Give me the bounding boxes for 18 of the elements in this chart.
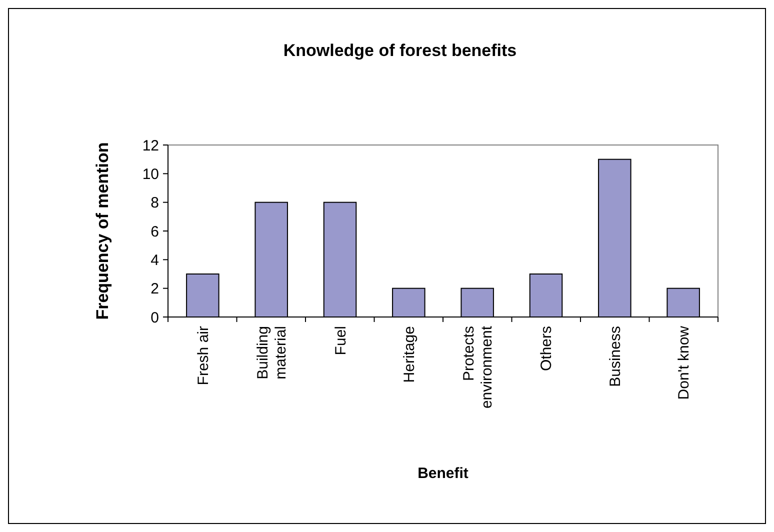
x-tick-label: Protects environment xyxy=(460,325,496,409)
y-tick-label: 0 xyxy=(150,309,159,326)
x-tick-label: Business xyxy=(606,326,624,387)
x-axis-title: Benefit xyxy=(418,465,468,482)
y-axis-title: Frequency of mention xyxy=(93,142,112,320)
y-tick-label: 6 xyxy=(150,223,159,240)
y-tick-label: 4 xyxy=(150,252,159,269)
y-tick-label: 2 xyxy=(150,280,159,298)
x-tick-label: Others xyxy=(538,326,556,372)
chart-title: Knowledge of forest benefits xyxy=(283,41,517,60)
y-tick-label: 10 xyxy=(142,166,159,183)
x-tick-label: Heritage xyxy=(400,326,418,383)
x-tick-label: Fresh air xyxy=(194,326,212,386)
y-tick-label: 12 xyxy=(142,137,159,154)
x-tick-label: Building material xyxy=(254,326,290,380)
y-tick-label: 8 xyxy=(150,194,159,212)
x-tick-label: Don't know xyxy=(676,326,693,400)
x-tick-label: Fuel xyxy=(332,326,350,356)
